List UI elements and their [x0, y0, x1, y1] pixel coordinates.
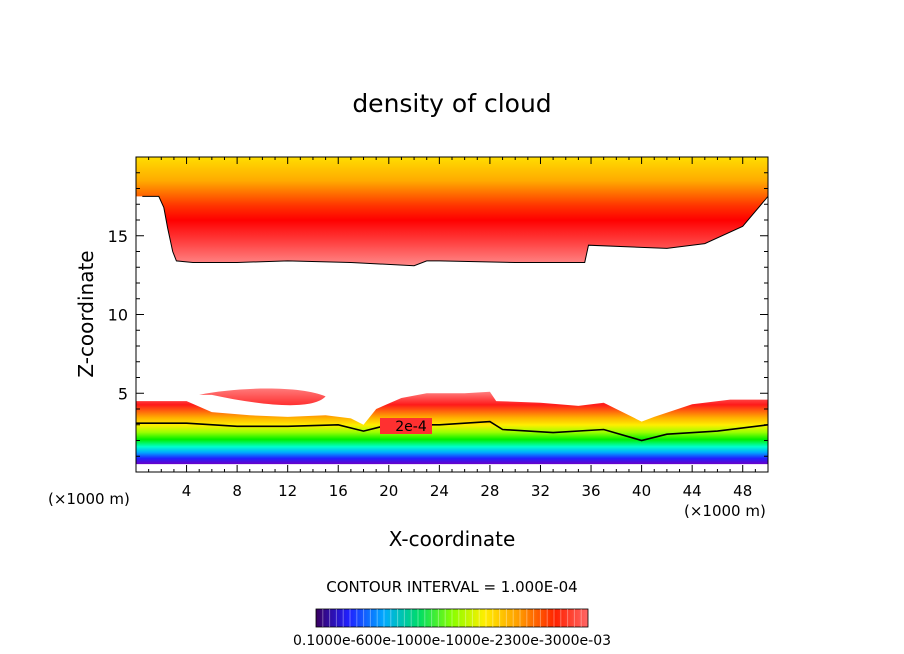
x-tick-label: 32	[531, 482, 550, 500]
x-tick-label: 16	[329, 482, 348, 500]
y-tick-label: 5	[118, 384, 128, 403]
upper-cloud-outline	[142, 195, 768, 267]
contour-line-2e-4	[136, 420, 768, 442]
y-tick-label: 15	[108, 227, 128, 246]
x-tick-label: 12	[278, 482, 297, 500]
contour-label: 2e-4	[395, 419, 427, 435]
colorbar-stripes	[322, 609, 582, 627]
x-axis-label: X-coordinate	[389, 527, 516, 551]
y-axis-label: Z-coordinate	[74, 250, 98, 377]
x-tick-label: 24	[430, 482, 449, 500]
x-tick-label: 28	[480, 482, 499, 500]
y-axis-ticks: 5 10 15	[108, 172, 768, 457]
detached-cloud-lobe	[199, 388, 326, 406]
x-tick-label: 8	[232, 482, 242, 500]
contour-interval-text: CONTOUR INTERVAL = 1.000E-04	[326, 578, 577, 596]
chart-title: density of cloud	[352, 89, 551, 118]
x-tick-label: 4	[182, 482, 192, 500]
y-tick-label: 10	[108, 306, 128, 325]
x-tick-label: 20	[379, 482, 398, 500]
colorbar-labels: 0.1000e-600e-1000e-1000e-2300e-3000e-03	[293, 633, 611, 649]
x-tick-label: 44	[683, 482, 702, 500]
x-units-left: (×1000 m)	[48, 490, 130, 508]
x-tick-label: 36	[581, 482, 600, 500]
x-units-right: (×1000 m)	[684, 502, 766, 520]
colorbar	[315, 608, 589, 628]
x-tick-label: 48	[733, 482, 752, 500]
upper-cloud-layer	[136, 157, 768, 266]
x-tick-label: 40	[632, 482, 651, 500]
x-axis-ticks: 4 8 12 16 20 24 28 32 36 40 44 48	[148, 157, 756, 500]
lower-cloud-layer	[136, 391, 768, 465]
